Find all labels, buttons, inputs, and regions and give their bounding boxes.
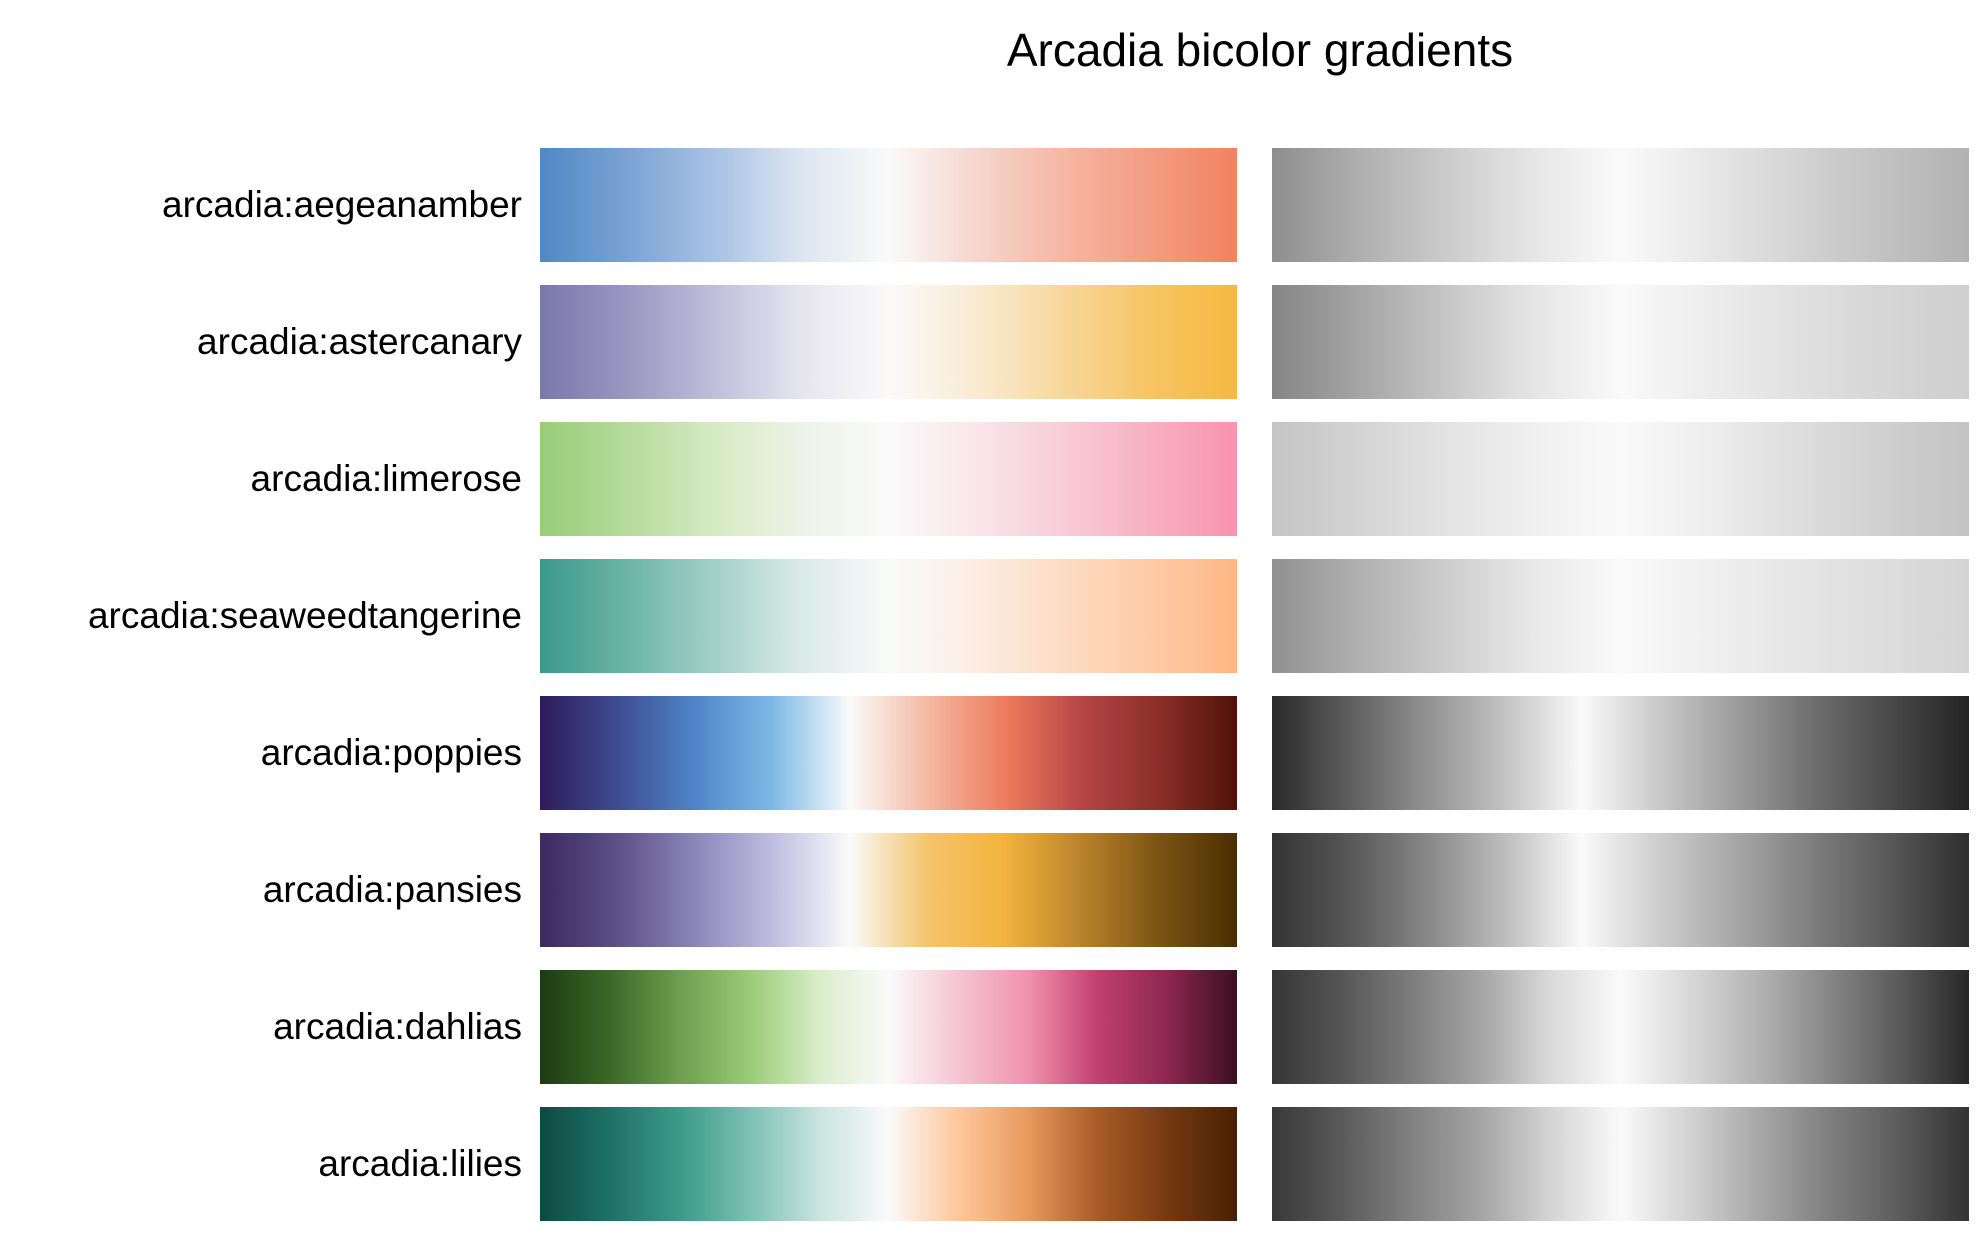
color-gradient-bar [540, 148, 1237, 262]
gradient-label: arcadia:seaweedtangerine [87, 595, 522, 636]
gradient-label: arcadia:poppies [260, 732, 522, 773]
grayscale-gradient-bar [1272, 696, 1969, 810]
gradient-label: arcadia:aegeanamber [162, 184, 522, 225]
grayscale-gradient-bar [1272, 285, 1969, 399]
grayscale-gradient-bar [1272, 559, 1969, 673]
gradient-row: arcadia:seaweedtangerine [0, 559, 1988, 673]
grayscale-gradient-bar [1272, 833, 1969, 947]
grayscale-gradient-bar [1272, 970, 1969, 1084]
gradient-label: arcadia:astercanary [197, 321, 522, 362]
gradient-row: arcadia:limerose [0, 422, 1988, 536]
color-gradient-bar [540, 833, 1237, 947]
grayscale-gradient-bar [1272, 1107, 1969, 1221]
color-gradient-bar [540, 559, 1237, 673]
color-gradient-bar [540, 285, 1237, 399]
gradient-row: arcadia:astercanary [0, 285, 1988, 399]
gradient-row: arcadia:poppies [0, 696, 1988, 810]
gradient-row: arcadia:pansies [0, 833, 1988, 947]
gradient-label: arcadia:dahlias [273, 1006, 522, 1047]
gradient-row: arcadia:aegeanamber [0, 148, 1988, 262]
gradient-label: arcadia:lilies [318, 1143, 522, 1184]
gradient-row: arcadia:lilies [0, 1107, 1988, 1221]
chart-title: Arcadia bicolor gradients [1006, 24, 1514, 76]
color-gradient-bar [540, 970, 1237, 1084]
gradient-label: arcadia:pansies [262, 869, 522, 910]
color-gradient-bar [540, 696, 1237, 810]
grayscale-gradient-bar [1272, 148, 1969, 262]
grayscale-gradient-bar [1272, 422, 1969, 536]
color-gradient-bar [540, 1107, 1237, 1221]
gradient-row: arcadia:dahlias [0, 970, 1988, 1084]
color-gradient-bar [540, 422, 1237, 536]
gradient-label: arcadia:limerose [250, 458, 522, 499]
